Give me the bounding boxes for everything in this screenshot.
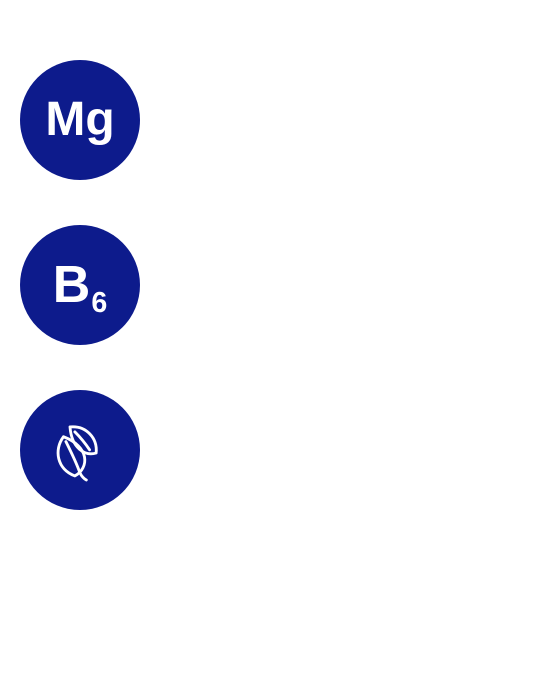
b6-label: B6	[53, 259, 107, 311]
leaf-icon	[39, 409, 121, 491]
mg-label: Mg	[45, 96, 114, 144]
b6-label-main: B	[53, 259, 91, 311]
mg-badge: Mg	[20, 60, 140, 180]
leaf-badge	[20, 390, 140, 510]
b6-label-sub: 6	[91, 289, 107, 318]
b6-badge: B6	[20, 225, 140, 345]
